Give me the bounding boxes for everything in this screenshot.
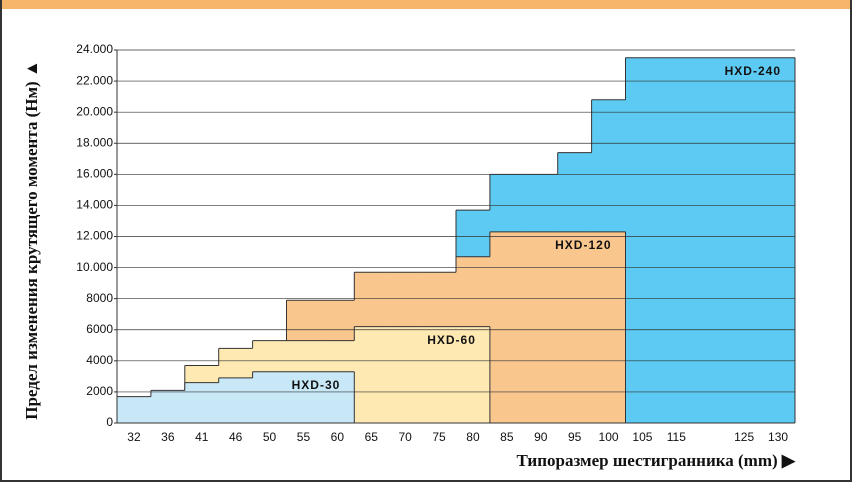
x-tick-label: 60 <box>331 430 345 444</box>
area-step <box>320 371 355 423</box>
y-tick-label: 2000 <box>86 384 113 398</box>
area-step <box>422 326 457 423</box>
area-step <box>523 231 559 423</box>
area-step <box>117 396 152 423</box>
x-tick-label: 130 <box>768 430 788 444</box>
area-step <box>727 57 762 423</box>
y-tick-label: 6000 <box>86 322 113 336</box>
y-tick-label: 22.000 <box>76 73 113 87</box>
y-tick-label: 24.000 <box>76 42 113 56</box>
x-tick-label: 80 <box>466 430 480 444</box>
area-step <box>252 371 287 423</box>
x-tick-label: 50 <box>263 430 277 444</box>
area-step <box>693 57 728 423</box>
x-tick-label: 41 <box>195 430 209 444</box>
area-step <box>456 326 491 423</box>
x-tick-label: 105 <box>632 430 652 444</box>
series-label: HXD-240 <box>725 64 781 78</box>
x-tick-label: 36 <box>161 430 175 444</box>
x-tick-label: 32 <box>127 430 141 444</box>
y-tick-label: 18.000 <box>76 135 113 149</box>
y-tick-label: 12.000 <box>76 229 113 243</box>
area-step <box>761 57 796 423</box>
series-label: HXD-30 <box>292 378 341 392</box>
x-tick-label: 46 <box>229 430 243 444</box>
x-axis-label: Типоразмер шестигранника (mm) ▶ <box>517 451 796 470</box>
area-step <box>489 231 525 423</box>
y-tick-label: 0 <box>106 415 113 429</box>
x-tick-label: 85 <box>500 430 514 444</box>
x-tick-label: 100 <box>599 430 619 444</box>
area-step <box>557 231 593 423</box>
area-step <box>659 57 694 423</box>
x-tick-label: 90 <box>534 430 548 444</box>
x-tick-label: 65 <box>365 430 379 444</box>
y-tick-label: 16.000 <box>76 167 113 181</box>
area-step <box>625 57 660 423</box>
area-step <box>218 377 254 423</box>
y-tick-label: 10.000 <box>76 260 113 274</box>
x-tick-label: 125 <box>734 430 754 444</box>
x-tick-label: 75 <box>432 430 446 444</box>
header-band <box>0 0 852 9</box>
x-tick-label: 55 <box>297 430 311 444</box>
area-step <box>184 382 220 423</box>
y-axis-label: Предел изменения крутящего момента (Нм) … <box>22 60 41 420</box>
y-tick-label: 20.000 <box>76 104 113 118</box>
y-tick-label: 14.000 <box>76 198 113 212</box>
y-tick-label: 4000 <box>86 353 113 367</box>
area-step <box>286 371 321 423</box>
area-step <box>388 326 423 423</box>
series-label: HXD-60 <box>427 333 476 347</box>
area-step <box>354 326 389 423</box>
area-step <box>150 390 186 423</box>
x-tick-label: 70 <box>398 430 412 444</box>
x-tick-label: 115 <box>667 430 686 444</box>
area-step <box>591 231 626 423</box>
x-tick-label: 95 <box>568 430 582 444</box>
y-tick-label: 8000 <box>86 291 113 305</box>
series-label: HXD-120 <box>555 238 611 252</box>
